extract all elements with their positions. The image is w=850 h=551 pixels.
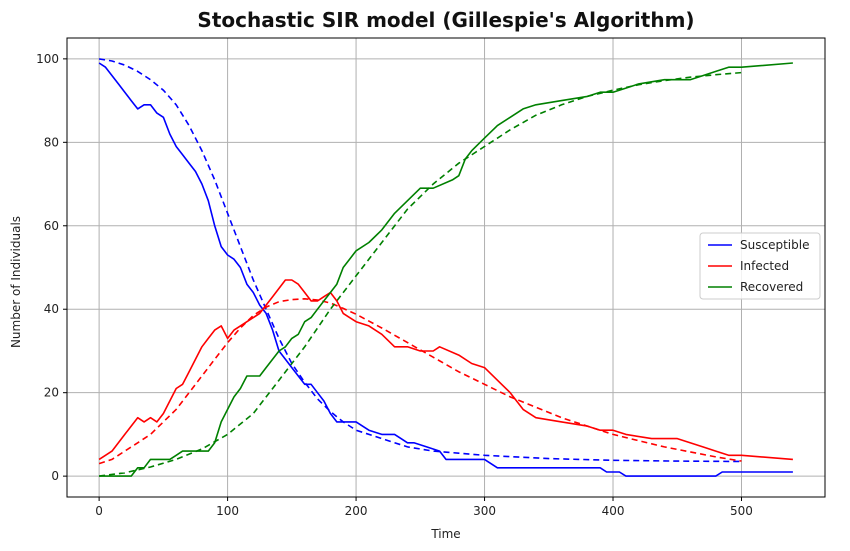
- legend-label-susceptible: Susceptible: [740, 238, 809, 252]
- legend: Susceptible Infected Recovered: [699, 232, 821, 300]
- x-tick-label: 500: [730, 504, 753, 518]
- y-tick-label: 100: [36, 52, 59, 66]
- y-tick-label: 60: [44, 219, 59, 233]
- x-tick-label: 0: [95, 504, 103, 518]
- y-tick-label: 40: [44, 302, 59, 316]
- y-tick-label: 20: [44, 386, 59, 400]
- y-tick-label: 80: [44, 135, 59, 149]
- x-tick-label: 200: [345, 504, 368, 518]
- legend-label-recovered: Recovered: [740, 280, 803, 294]
- series-line-recovered: [99, 62, 793, 477]
- x-tick-label: 400: [602, 504, 625, 518]
- y-tick-label: 0: [51, 469, 59, 483]
- legend-box: [699, 232, 821, 300]
- deterministic-line-1: [98, 297, 742, 465]
- chart-title: Stochastic SIR model (Gillespie's Algori…: [197, 8, 694, 32]
- y-axis-label: Number of Individuals: [9, 216, 23, 348]
- x-tick-label: 300: [473, 504, 496, 518]
- deterministic-line-0: [98, 58, 742, 463]
- legend-label-infected: Infected: [740, 259, 789, 273]
- x-tick-label: 100: [216, 504, 239, 518]
- series-lines: [98, 58, 793, 477]
- series-line-infected: [98, 279, 793, 461]
- x-axis-label: Time: [430, 527, 460, 541]
- plot-frame: [66, 37, 826, 498]
- deterministic-line-2: [98, 71, 742, 477]
- axis-ticks: 0 100 200 300 400 500 0 20 40 60 80 100: [36, 52, 753, 518]
- series-line-susceptible: [98, 62, 793, 477]
